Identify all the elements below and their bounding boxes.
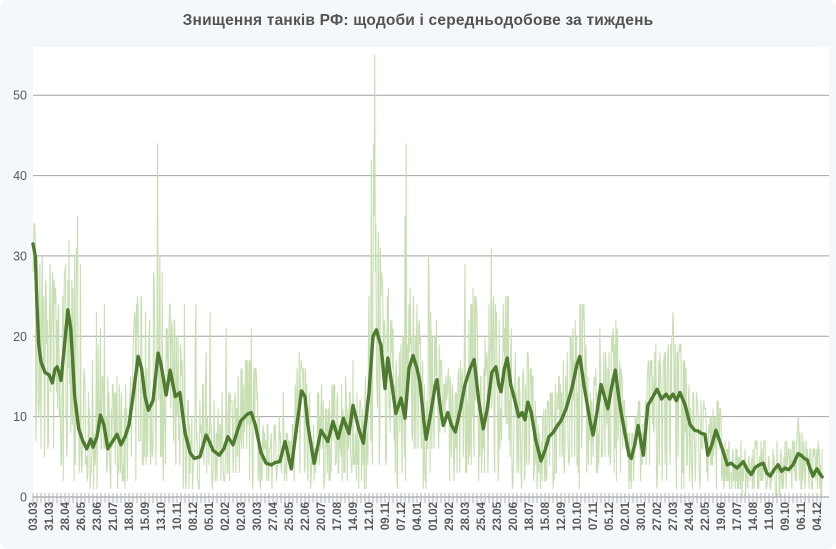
x-tick-label: 27.03 (668, 502, 680, 531)
x-tick-label: 22.06 (300, 502, 312, 531)
x-tick-label: 03.03 (28, 502, 40, 531)
y-tick-label: 50 (13, 89, 27, 103)
y-tick-label: 0 (20, 491, 27, 505)
x-tick-label: 12.09 (556, 502, 568, 531)
y-tick-label: 30 (13, 249, 27, 263)
x-tick-label: 12.10 (364, 502, 376, 531)
y-tick-label: 10 (13, 410, 27, 424)
x-tick-label: 17.08 (332, 501, 344, 530)
x-tick-label: 07.11 (588, 501, 600, 530)
x-tick-label: 23.06 (92, 502, 104, 531)
x-tick-label: 09.10 (780, 502, 792, 531)
x-tick-label: 10.10 (572, 502, 584, 531)
chart-title: Знищення танків РФ: щодоби і середньодоб… (182, 12, 654, 29)
x-tick-label: 20.07 (316, 502, 328, 531)
daily-series-path (32, 55, 823, 498)
x-tick-label: 28.03 (460, 502, 472, 531)
x-tick-label: 10.11 (172, 501, 184, 530)
x-tick-label: 22.05 (700, 501, 712, 530)
x-tick-label: 07.12 (396, 502, 408, 531)
x-tick-label: 15.08 (540, 501, 552, 530)
x-tick-label: 28.04 (60, 501, 72, 530)
x-tick-label: 14.08 (748, 501, 760, 530)
x-tick-label: 26.05 (76, 501, 88, 530)
x-tick-label: 05.01 (204, 501, 216, 530)
x-tick-label: 31.03 (44, 502, 56, 531)
x-tick-label: 27.04 (268, 501, 280, 530)
x-tick-label: 14.09 (348, 502, 360, 531)
x-tick-label: 20.06 (508, 502, 520, 531)
x-tick-label: 17.07 (732, 502, 744, 531)
weekly-average-path (31, 242, 824, 479)
x-tick-label: 02.03 (236, 502, 248, 531)
x-tick-label: 24.04 (684, 501, 696, 530)
x-tick-label: 18.08 (124, 501, 136, 530)
x-tick-label: 30.03 (252, 502, 264, 531)
x-tick-label: 19.06 (716, 502, 728, 531)
y-tick-label: 20 (13, 330, 27, 344)
x-tick-label: 30.01 (636, 501, 648, 530)
x-tick-label: 06.11 (796, 501, 808, 530)
x-tick-label: 11.09 (764, 502, 776, 530)
x-tick-label: 23.05 (492, 501, 504, 530)
x-tick-label: 29.02 (444, 502, 456, 531)
x-tick-label: 27.02 (652, 502, 664, 531)
x-tick-label: 04.12 (812, 502, 824, 531)
x-tick-label: 25.05 (284, 501, 296, 530)
y-tick-label: 40 (13, 169, 27, 183)
x-tick-label: 09.11 (380, 501, 392, 530)
x-tick-label: 02.02 (220, 502, 232, 531)
x-tick-label: 02.01 (620, 501, 632, 530)
x-tick-label: 01.02 (428, 502, 440, 531)
x-tick-label: 13.10 (156, 502, 168, 531)
x-tick-label: 08.12 (188, 502, 200, 531)
x-tick-label: 25.04 (476, 501, 488, 530)
x-tick-label: 05.12 (604, 502, 616, 531)
x-tick-label: 21.07 (108, 502, 120, 531)
x-tick-label: 15.09 (140, 502, 152, 531)
x-tick-label: 18.07 (524, 502, 536, 531)
x-tick-label: 04.01 (412, 501, 424, 530)
